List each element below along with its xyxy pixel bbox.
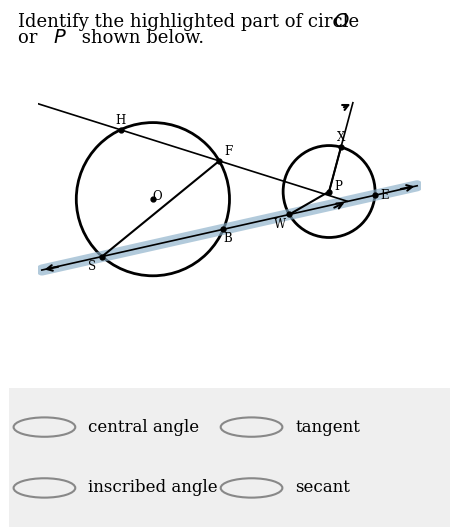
Text: B: B <box>224 232 233 245</box>
Text: shown below.: shown below. <box>76 29 204 47</box>
Text: tangent: tangent <box>296 419 360 436</box>
Text: O: O <box>153 190 162 203</box>
Text: or: or <box>18 29 44 47</box>
Text: E: E <box>380 189 389 202</box>
Text: P: P <box>335 180 342 193</box>
Text: X: X <box>337 131 345 144</box>
Text: $\it{P}$: $\it{P}$ <box>53 29 67 47</box>
Text: Identify the highlighted part of circle: Identify the highlighted part of circle <box>18 13 365 31</box>
Text: inscribed angle: inscribed angle <box>89 479 218 496</box>
Text: central angle: central angle <box>89 419 200 436</box>
FancyBboxPatch shape <box>0 386 459 529</box>
Text: $\it{O}$: $\it{O}$ <box>333 13 349 31</box>
Text: F: F <box>225 145 233 158</box>
Text: secant: secant <box>296 479 351 496</box>
Text: S: S <box>89 260 96 272</box>
Text: H: H <box>115 114 126 127</box>
Text: W: W <box>274 218 286 230</box>
